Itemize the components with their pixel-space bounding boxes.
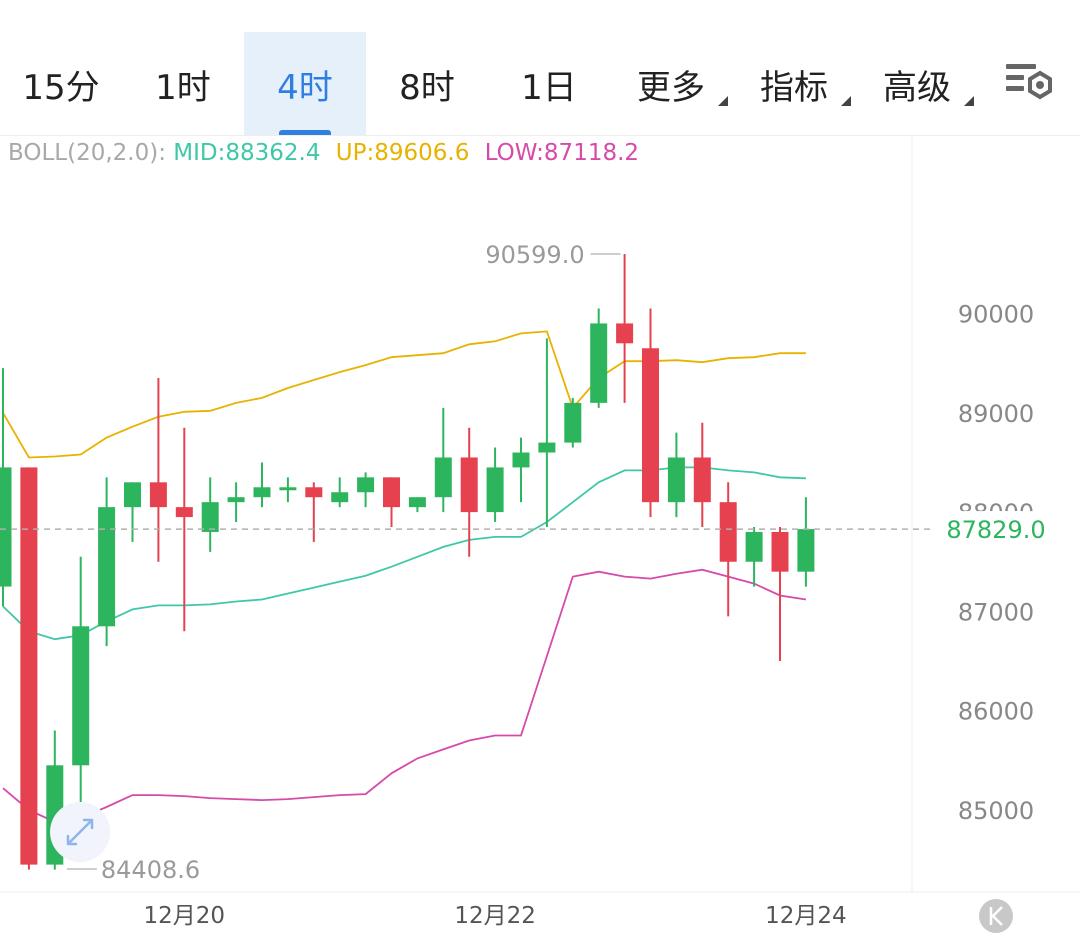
current-price-label-bg <box>930 511 1080 548</box>
tab-5[interactable]: 更多 <box>610 32 732 136</box>
candle-up[interactable] <box>434 457 452 498</box>
candle-down[interactable] <box>305 487 323 498</box>
candle-down[interactable] <box>175 507 193 518</box>
candle-up[interactable] <box>564 402 582 443</box>
candle-down[interactable] <box>149 482 167 508</box>
boll-up-value: UP:89606.6 <box>335 140 470 166</box>
y-tick-label: 87000 <box>958 598 1034 626</box>
tab-label: 1时 <box>155 67 211 108</box>
candle-up[interactable] <box>227 497 245 503</box>
y-tick-label: 86000 <box>958 698 1034 726</box>
candle-up[interactable] <box>98 507 116 627</box>
tab-2[interactable]: 4时 <box>244 32 366 136</box>
candle-down[interactable] <box>693 457 711 503</box>
boll-low-value: LOW:87118.2 <box>484 140 640 166</box>
timeframe-tabs: 15分 1时 4时 8时 1日 更多 指标 高级 <box>0 32 1080 136</box>
candle-down[interactable] <box>642 348 659 503</box>
candle-up[interactable] <box>279 487 297 491</box>
candle-down[interactable] <box>771 531 789 572</box>
chart-settings-icon[interactable] <box>1004 60 1056 110</box>
candle-up[interactable] <box>745 531 763 562</box>
y-tick-label: 90000 <box>958 301 1034 329</box>
candle-up[interactable] <box>0 467 12 587</box>
boll-indicator-legend: BOLL(20,2.0): MID:88362.4 UP:89606.6 LOW… <box>8 140 639 166</box>
tab-label: 高级 <box>883 67 951 108</box>
candle-up[interactable] <box>124 482 141 508</box>
candle-up[interactable] <box>590 323 608 403</box>
candle-down[interactable] <box>383 477 400 508</box>
header-divider <box>0 135 1080 136</box>
candle-up[interactable] <box>331 492 349 503</box>
tab-label: 4时 <box>277 67 333 108</box>
candle-up[interactable] <box>538 442 556 453</box>
boll-lower-line <box>2 568 807 823</box>
scroll-latest-icon[interactable] <box>989 906 1003 926</box>
boll-mid-line <box>2 466 806 641</box>
candle-up[interactable] <box>408 497 426 508</box>
x-tick-label: 12月22 <box>454 903 536 929</box>
dropdown-caret-icon <box>718 96 728 106</box>
expand-chart-icon[interactable] <box>66 818 94 846</box>
boll-mid-value: MID:88362.4 <box>173 140 321 166</box>
tab-1[interactable]: 1时 <box>122 32 244 136</box>
dropdown-caret-icon <box>841 96 851 106</box>
scroll-latest-icon-bg[interactable] <box>979 899 1013 933</box>
y-tick-label: 85000 <box>958 797 1034 825</box>
candle-up[interactable] <box>253 487 271 498</box>
tab-label: 更多 <box>637 67 705 108</box>
candle-down[interactable] <box>719 502 737 562</box>
candle-up[interactable] <box>357 477 375 493</box>
tab-label: 指标 <box>760 67 828 108</box>
candle-down[interactable] <box>616 323 634 344</box>
high-price-label: 90599.0 <box>485 241 584 269</box>
candle-up[interactable] <box>72 626 90 766</box>
x-tick-label: 12月20 <box>144 903 226 929</box>
active-tab-indicator <box>279 130 331 136</box>
candle-down[interactable] <box>20 467 38 865</box>
tab-label: 15分 <box>22 67 100 108</box>
candle-up[interactable] <box>797 529 815 572</box>
candle-up[interactable] <box>667 457 685 503</box>
boll-upper-line <box>2 330 806 459</box>
tab-0[interactable]: 15分 <box>0 32 122 136</box>
tab-6[interactable]: 指标 <box>733 32 855 136</box>
y-tick-label: 89000 <box>958 400 1034 428</box>
current-price-label: 87829.0 <box>946 516 1045 544</box>
boll-label: BOLL(20,2.0): <box>8 140 166 166</box>
tab-7[interactable]: 高级 <box>856 32 978 136</box>
dropdown-caret-icon <box>964 96 974 106</box>
candle-down[interactable] <box>460 457 478 513</box>
candle-up[interactable] <box>201 502 219 532</box>
candle-up[interactable] <box>486 467 504 513</box>
tab-4[interactable]: 1日 <box>488 32 610 136</box>
low-price-label: 84408.6 <box>101 856 200 884</box>
x-tick-label: 12月24 <box>765 903 847 929</box>
tab-label: 8时 <box>399 67 455 108</box>
tab-3[interactable]: 8时 <box>366 32 488 136</box>
tab-label: 1日 <box>521 67 577 108</box>
candle-up[interactable] <box>512 452 530 468</box>
